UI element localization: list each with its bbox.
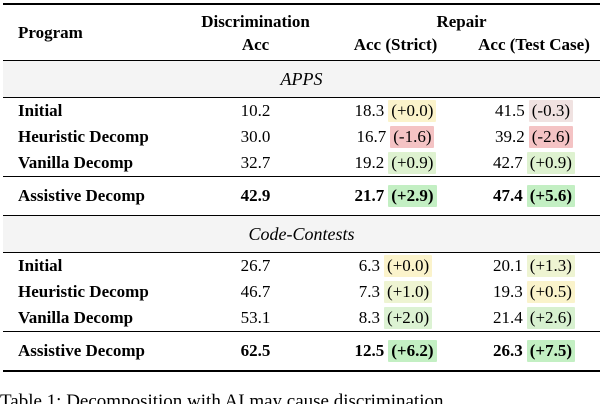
test-delta-badge: (+0.5) [526,281,575,303]
section-rule [3,252,600,253]
repair-strict-cell: 6.3 (+0.0) [323,255,468,277]
strict-value: 8.3 [358,308,381,327]
section-rule [3,97,600,98]
discrimination-acc-cell: 46.7 [240,282,271,301]
strict-delta-badge: (+2.0) [384,307,433,329]
discrimination-acc-cell: 26.7 [240,256,271,275]
program-cell: Vanilla Decomp [18,308,134,327]
pre-highlight-rule [3,331,600,332]
table-row-highlighted: Assistive Decomp 62.5 12.5 (+6.2) 26.3 (+7… [3,332,600,370]
strict-delta-badge: (+0.0) [384,255,433,277]
section-band-code-contests: Code-Contests [3,216,600,252]
results-table: Program Discrimination Acc Repair Acc (S… [3,3,600,372]
repair-strict-cell: 7.3 (+1.0) [323,281,468,303]
discrimination-acc-cell: 53.1 [240,308,271,327]
strict-value: 19.2 [354,153,385,172]
program-cell: Assistive Decomp [18,341,146,360]
repair-strict-cell: 19.2 (+0.9) [323,152,468,174]
repair-strict-cell: 16.7 (-1.6) [323,126,468,148]
test-value: 19.3 [493,282,523,301]
program-cell: Heuristic Decomp [18,127,149,146]
program-cell: Heuristic Decomp [18,282,149,301]
strict-value: 21.7 [354,186,385,205]
test-delta-badge: (+5.6) [526,185,575,207]
repair-strict-cell: 8.3 (+2.0) [323,307,468,329]
discrimination-acc-cell: 10.2 [240,101,271,120]
test-delta-badge: (+0.9) [526,152,575,174]
repair-test-cell: 21.4 (+2.6) [468,307,600,329]
repair-test-cell: 20.1 (+1.3) [468,255,600,277]
test-delta-badge: (-2.6) [528,126,573,148]
header-repair: Repair [436,11,487,31]
table-row: Initial 10.2 18.3 (+0.0) 41.5 (-0.3) [3,98,600,124]
repair-strict-cell: 21.7 (+2.9) [323,185,468,207]
test-value: 47.4 [492,186,523,205]
repair-test-cell: 47.4 (+5.6) [468,185,600,207]
strict-value: 6.3 [358,256,381,275]
test-value: 41.5 [495,101,525,120]
test-value: 21.4 [493,308,523,327]
test-value: 42.7 [493,153,523,172]
strict-delta-badge: (+6.2) [388,340,437,362]
test-delta-badge: (+7.5) [526,340,575,362]
header-discrimination: Discrimination Acc [188,10,323,56]
test-value: 26.3 [492,341,523,360]
strict-delta-badge: (+1.0) [384,281,433,303]
test-value: 39.2 [495,127,525,146]
strict-value: 16.7 [356,127,387,146]
strict-value: 7.3 [358,282,381,301]
header-repair-group: Repair Acc (Strict) Acc (Test Case) [323,10,600,56]
strict-delta-badge: (+2.9) [388,185,437,207]
table-row: Vanilla Decomp 32.7 19.2 (+0.9) 42.7 (+0.9… [3,150,600,176]
table-caption: Table 1: Decomposition with AI may cause… [0,391,444,404]
table-row-highlighted: Assistive Decomp 42.9 21.7 (+2.9) 47.4 (+5… [3,177,600,215]
top-rule [3,3,600,5]
repair-test-cell: 26.3 (+7.5) [468,340,600,362]
section-name: APPS [280,68,323,89]
header-rule [3,60,600,61]
discrimination-acc-cell: 30.0 [240,127,271,146]
repair-test-cell: 41.5 (-0.3) [468,100,600,122]
table-row: Heuristic Decomp 46.7 7.3 (+1.0) 19.3 (+0.… [3,279,600,305]
repair-test-cell: 19.3 (+0.5) [468,281,600,303]
test-value: 20.1 [493,256,523,275]
bottom-rule [3,370,600,372]
discrimination-acc-cell: 62.5 [240,341,271,360]
strict-value: 18.3 [354,101,385,120]
header-program: Program [18,22,83,42]
table-row: Heuristic Decomp 30.0 16.7 (-1.6) 39.2 (-2… [3,124,600,150]
header-acc-strict: Acc (Strict) [353,34,438,54]
program-cell: Initial [18,101,63,120]
header-acc-test-case: Acc (Test Case) [478,34,590,54]
test-delta-badge: (+2.6) [526,307,575,329]
pre-highlight-rule [3,176,600,177]
header-repair-subcolumns: Acc (Strict) Acc (Test Case) [323,33,600,56]
program-cell: Assistive Decomp [18,186,146,205]
section-band-apps: APPS [3,61,600,97]
repair-strict-cell: 12.5 (+6.2) [323,340,468,362]
program-cell: Initial [18,256,63,275]
discrimination-acc-cell: 32.7 [240,153,271,172]
strict-delta-badge: (+0.9) [388,152,437,174]
section-rule [3,215,600,216]
section-name: Code-Contests [248,223,355,244]
test-delta-badge: (+1.3) [526,255,575,277]
table-row: Initial 26.7 6.3 (+0.0) 20.1 (+1.3) [3,253,600,279]
discrimination-acc-cell: 42.9 [240,186,271,205]
repair-test-cell: 39.2 (-2.6) [468,126,600,148]
test-delta-badge: (-0.3) [528,100,573,122]
strict-delta-badge: (-1.6) [390,126,435,148]
strict-delta-badge: (+0.0) [388,100,437,122]
header-discrimination-line1: Discrimination [201,11,310,31]
repair-strict-cell: 18.3 (+0.0) [323,100,468,122]
header-discrimination-line2: Acc [241,34,270,54]
program-cell: Vanilla Decomp [18,153,134,172]
table-header: Program Discrimination Acc Repair Acc (S… [3,5,600,60]
strict-value: 12.5 [354,341,385,360]
table-row: Vanilla Decomp 53.1 8.3 (+2.0) 21.4 (+2.6) [3,305,600,331]
repair-test-cell: 42.7 (+0.9) [468,152,600,174]
